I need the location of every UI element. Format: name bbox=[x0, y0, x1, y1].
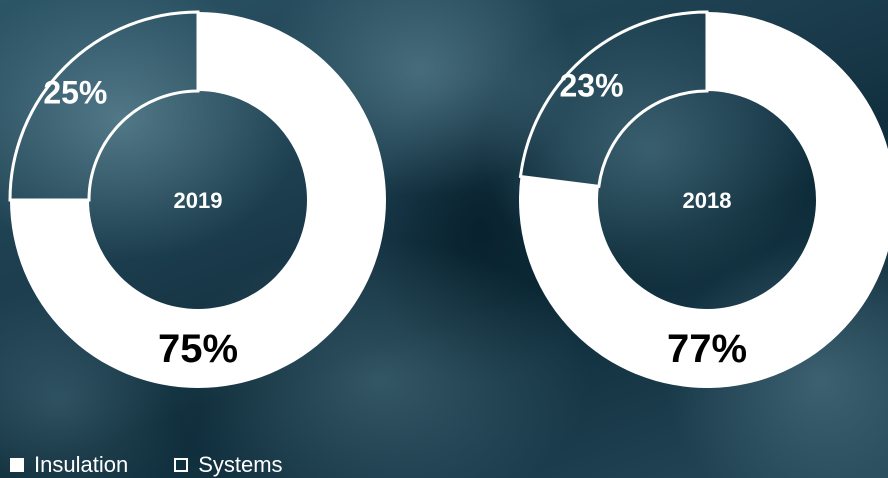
slice-systems-2019 bbox=[8, 10, 200, 202]
center-label-2019: 2019 bbox=[174, 188, 223, 213]
legend-label-insulation: Insulation bbox=[34, 452, 129, 477]
slice-systems-2018 bbox=[518, 10, 709, 189]
slice-insulation-2018 bbox=[519, 12, 888, 388]
outline-square-icon bbox=[174, 458, 189, 472]
slice-label-insulation-2019: 75% bbox=[158, 327, 238, 371]
donut-2019: 75% 25% 2019 bbox=[8, 10, 386, 388]
legend-item-insulation: Insulation bbox=[10, 452, 128, 478]
slice-label-insulation-2018: 77% bbox=[667, 327, 747, 371]
donut-2018: 77% 23% 2018 bbox=[518, 10, 888, 388]
legend-label-systems: Systems bbox=[198, 452, 283, 477]
legend: Insulation Systems bbox=[10, 452, 321, 478]
slice-label-systems-2018: 23% bbox=[559, 68, 623, 104]
filled-square-icon bbox=[10, 458, 24, 472]
center-label-2018: 2018 bbox=[683, 188, 732, 213]
slice-insulation-2019 bbox=[10, 12, 386, 388]
legend-item-systems: Systems bbox=[174, 452, 283, 478]
slice-label-systems-2019: 25% bbox=[43, 74, 107, 110]
